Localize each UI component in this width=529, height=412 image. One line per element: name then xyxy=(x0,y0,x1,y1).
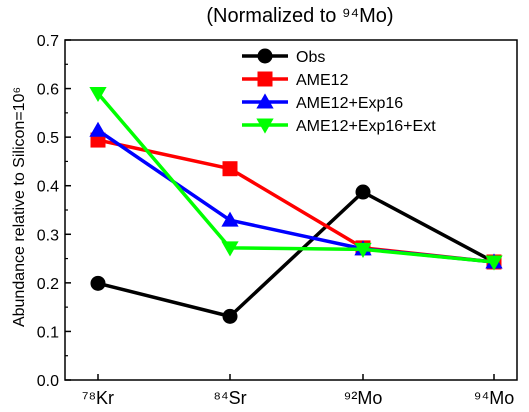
legend-label: AME12 xyxy=(296,72,349,89)
chart-title: (Normalized to ⁹⁴Mo) xyxy=(206,5,393,27)
series-line xyxy=(97,190,495,319)
data-point xyxy=(355,184,371,200)
legend-marker xyxy=(257,71,273,87)
data-point xyxy=(222,308,238,324)
data-point xyxy=(485,255,503,271)
series-line xyxy=(97,138,495,264)
data-point xyxy=(221,211,239,227)
x-tick-label: ⁸⁴Sr xyxy=(213,388,246,408)
y-tick-label: 0.3 xyxy=(37,227,59,244)
y-tick-label: 0.6 xyxy=(37,82,59,99)
y-tick-label: 0.7 xyxy=(37,33,59,50)
x-tick-label: ⁹⁴Mo xyxy=(474,388,514,408)
legend-label: AME12+Exp16 xyxy=(296,95,403,112)
x-tick-label: ⁹²Mo xyxy=(344,388,383,408)
series-line xyxy=(97,128,495,264)
data-point xyxy=(354,242,372,258)
y-tick-label: 0.2 xyxy=(37,276,59,293)
y-tick-label: 0.1 xyxy=(37,324,59,341)
y-axis-label: Abundance relative to Silicon=10⁶ xyxy=(11,87,28,327)
x-tick-label: ⁷⁸Kr xyxy=(82,388,114,408)
legend-label: AME12+Exp16+Ext xyxy=(296,118,436,135)
legend-marker xyxy=(256,118,274,134)
data-point xyxy=(222,161,238,177)
plot-area: 0.0 0.1 0.2 0.3 0.4 0.5 0.6 0.7 ⁷⁸Kr ⁸⁴Sr ⁹²Mo ⁹⁴Mo xyxy=(37,33,518,408)
legend: Obs AME12 AME12+Exp16 AME12+Exp16+Ext xyxy=(242,48,436,135)
y-tick-label: 0.5 xyxy=(37,130,59,147)
series-2 xyxy=(89,121,503,269)
series-line xyxy=(96,92,495,264)
legend-marker xyxy=(256,93,274,109)
legend-label: Obs xyxy=(296,49,325,66)
series-0 xyxy=(90,184,502,324)
y-tick-label: 0.0 xyxy=(37,373,59,390)
series-3 xyxy=(89,86,503,271)
plot-frame xyxy=(64,39,518,381)
y-tick-label: 0.4 xyxy=(37,179,59,196)
data-point xyxy=(90,275,106,291)
legend-marker xyxy=(257,48,273,64)
data-point xyxy=(89,86,107,103)
data-point xyxy=(221,241,239,257)
data-point xyxy=(89,121,107,137)
